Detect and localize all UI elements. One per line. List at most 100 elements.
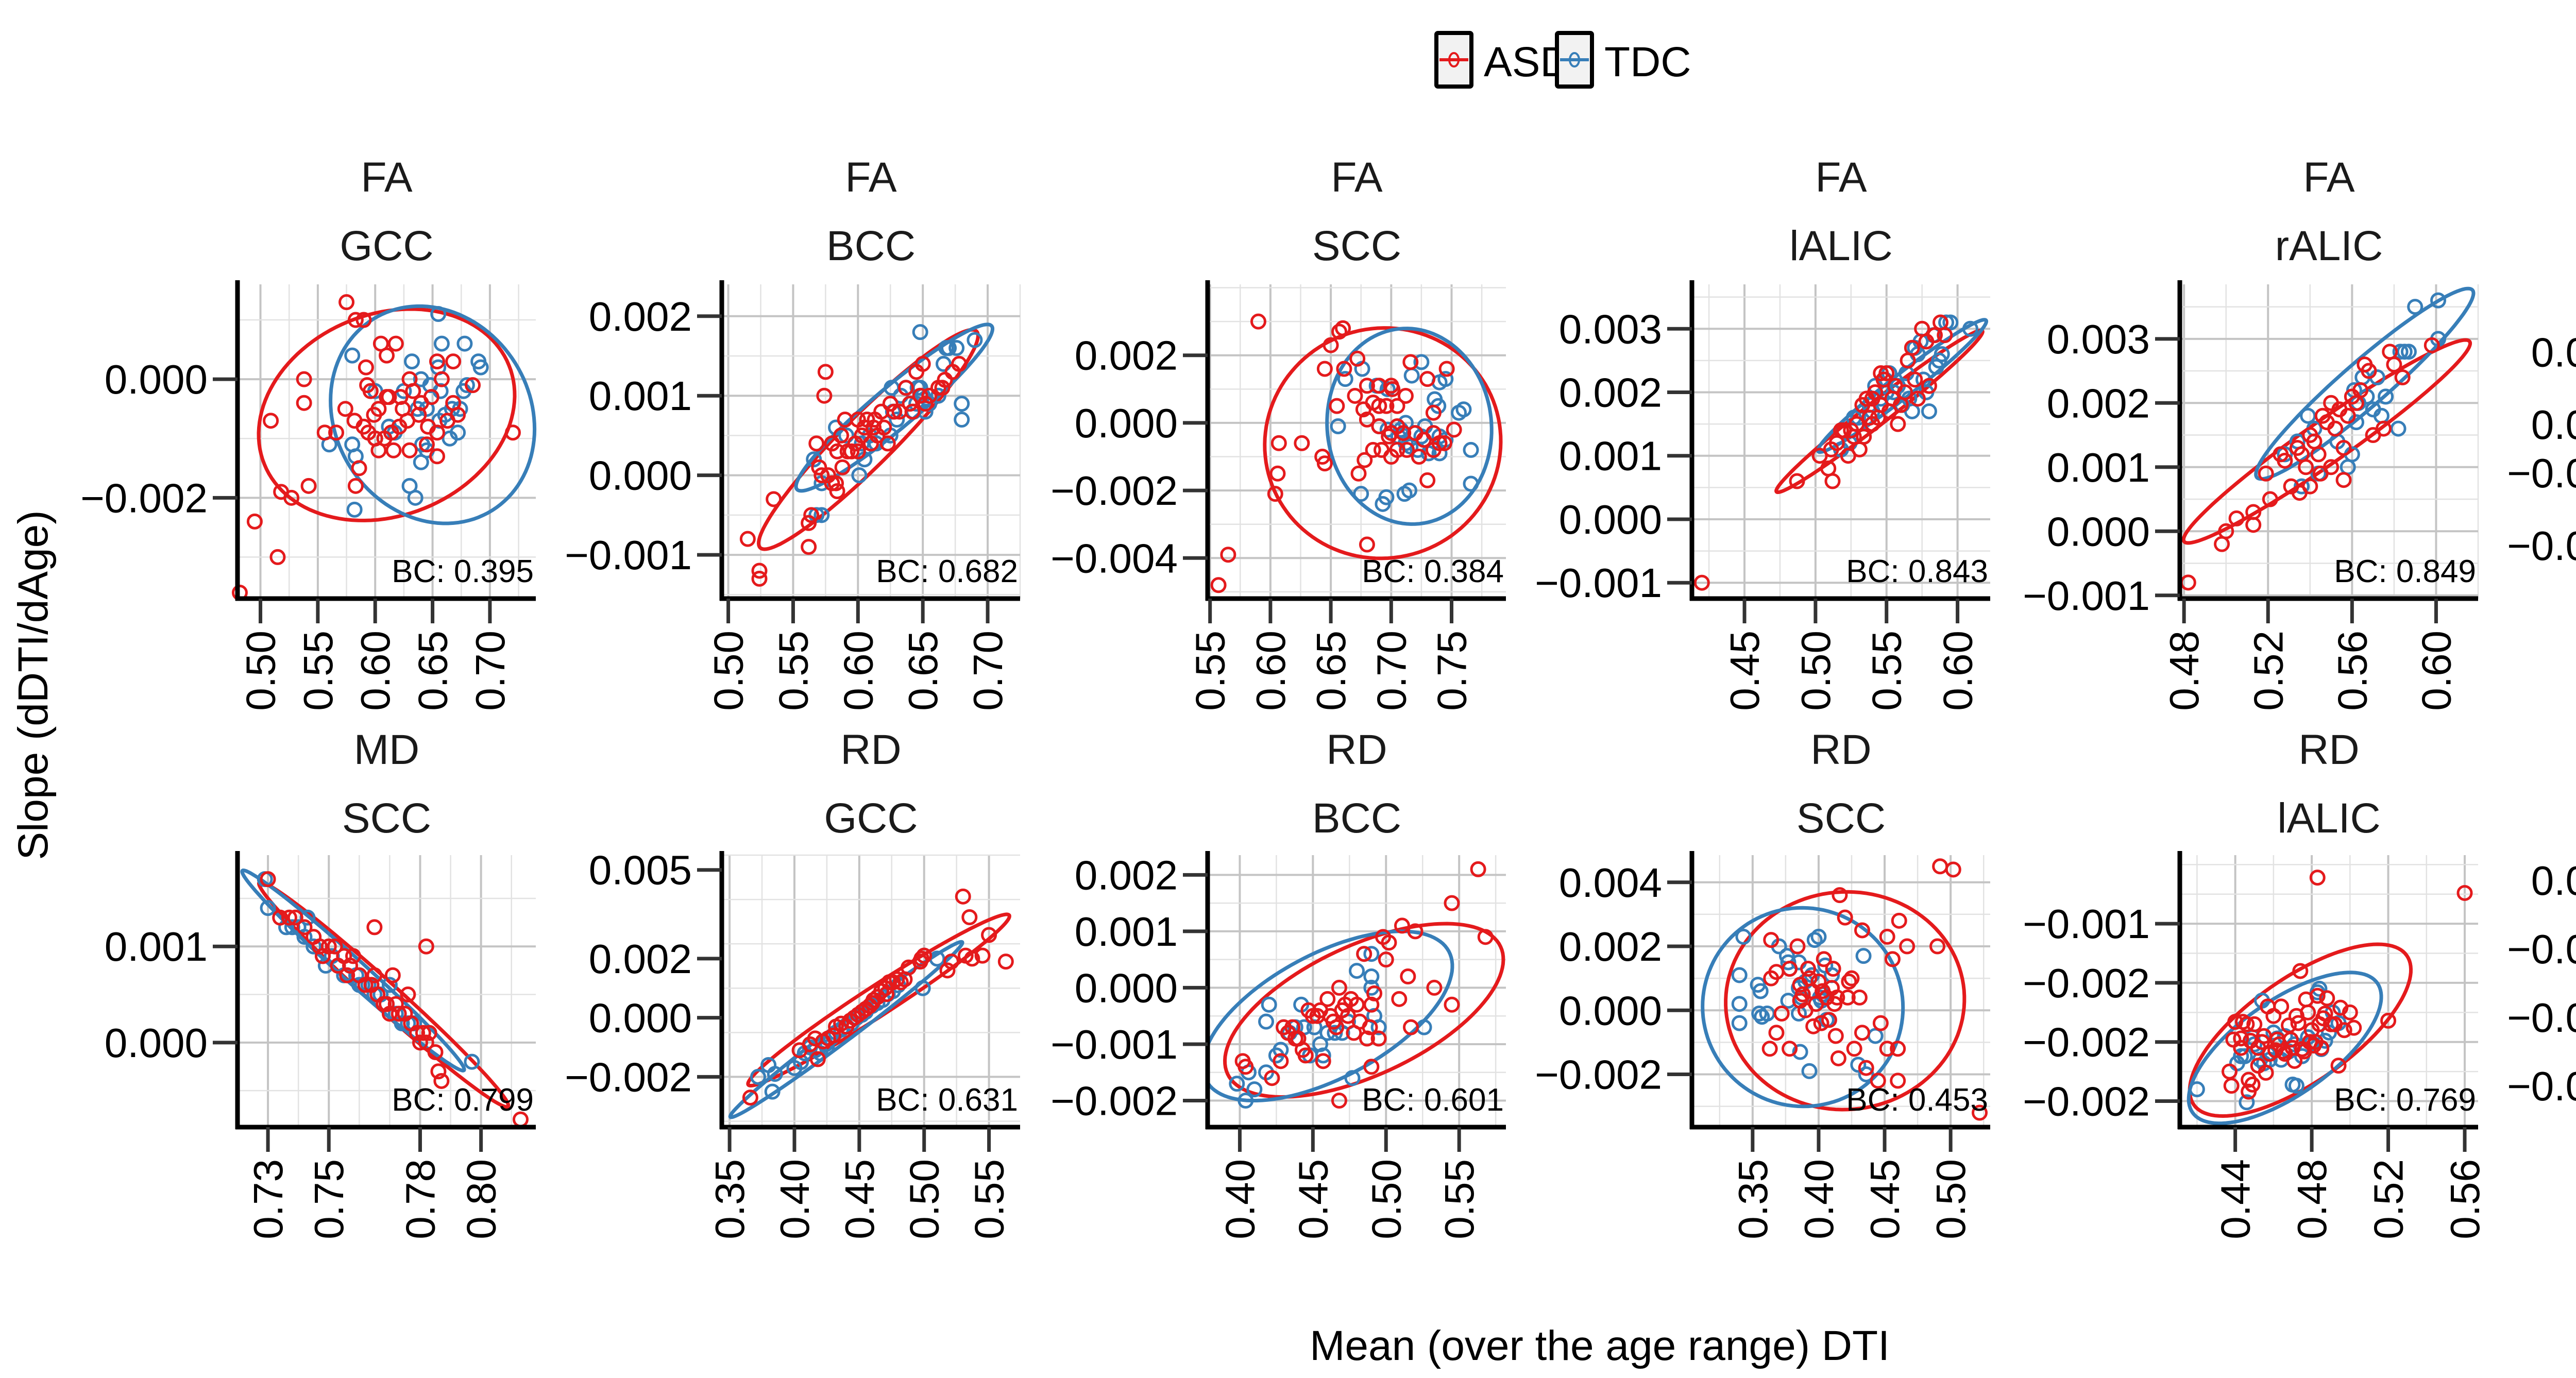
point-asd <box>2336 1022 2352 1039</box>
point-tdc <box>1731 996 1748 1012</box>
point-asd <box>811 459 827 475</box>
point-tdc <box>1752 983 1769 999</box>
point-asd <box>1347 387 1363 404</box>
point-asd <box>281 909 297 926</box>
point-tdc <box>1801 1063 1818 1079</box>
series-tdc <box>1330 354 1479 512</box>
point-asd <box>751 563 768 579</box>
point-asd <box>1782 1041 1798 1057</box>
x-tick-label: 0.78 <box>397 1159 443 1239</box>
point-tdc <box>1858 1066 1874 1083</box>
point-tdc <box>1315 1047 1331 1064</box>
point-tdc <box>1855 948 1872 964</box>
point-asd <box>916 947 933 964</box>
point-asd <box>379 347 395 364</box>
y-tick-label: −0.001 <box>2023 573 2150 619</box>
point-tdc <box>793 1054 809 1070</box>
point-asd <box>1470 861 1486 877</box>
point-asd <box>1220 547 1236 563</box>
point-tdc <box>912 324 928 341</box>
point-asd <box>1399 441 1415 458</box>
y-tick-label: −0.001 <box>2507 926 2576 972</box>
ellipse-tdc <box>794 322 994 493</box>
series-asd <box>2180 337 2440 591</box>
point-asd <box>283 489 300 506</box>
x-tick-label: 0.56 <box>2442 1159 2488 1239</box>
point-asd <box>825 1027 841 1044</box>
point-asd <box>1319 991 1336 1007</box>
x-tick-label: 0.60 <box>835 631 881 711</box>
point-asd <box>1891 912 1907 929</box>
point-asd <box>2386 356 2402 373</box>
legend-item-asd[interactable]: ASD <box>1434 31 1571 89</box>
y-axis-title: Slope (dDTI/dAge) <box>10 510 57 860</box>
point-asd <box>1890 416 1906 432</box>
point-asd <box>1264 1070 1280 1086</box>
point-asd <box>801 515 817 531</box>
point-tdc <box>1810 928 1827 945</box>
point-asd <box>2300 1004 2316 1020</box>
point-asd <box>2244 1076 2261 1093</box>
point-tdc <box>1353 486 1369 502</box>
point-asd <box>366 967 383 983</box>
point-tdc <box>1370 1019 1387 1035</box>
point-tdc <box>1731 967 1748 983</box>
point-asd <box>1371 418 1387 434</box>
ellipse-asd <box>1774 328 1985 495</box>
point-asd <box>2309 870 2326 886</box>
plot-area <box>2187 942 2413 1126</box>
panel-measure-label: FA <box>1331 154 1383 201</box>
point-asd <box>889 971 905 988</box>
point-asd <box>1870 1073 1886 1089</box>
point-asd <box>2310 446 2327 463</box>
point-tdc <box>914 980 931 996</box>
point-asd <box>1371 398 1387 414</box>
series-asd <box>739 355 968 587</box>
point-asd <box>418 938 434 955</box>
x-tick-label: 0.48 <box>2289 1159 2335 1239</box>
point-asd <box>828 475 844 491</box>
x-tick-label: 0.55 <box>295 631 341 711</box>
point-asd <box>2245 517 2262 533</box>
point-asd <box>1824 473 1841 489</box>
y-tick-label: −0.001 <box>1050 1022 1178 1067</box>
series-asd <box>1234 861 1494 1109</box>
point-asd <box>897 380 914 396</box>
point-asd <box>1773 1005 1790 1022</box>
point-asd <box>2298 459 2314 475</box>
point-asd <box>395 401 411 417</box>
point-asd <box>327 938 343 955</box>
y-tick-label: 0.000 <box>2047 508 2150 554</box>
point-asd <box>2258 1064 2274 1081</box>
point-tdc <box>1403 367 1420 384</box>
legend-label-tdc: TDC <box>1604 39 1691 86</box>
point-asd <box>1407 923 1423 940</box>
point-tdc <box>2430 292 2447 309</box>
x-tick-label: 0.75 <box>1429 631 1475 711</box>
series-asd <box>742 888 1014 1106</box>
point-asd <box>921 387 938 404</box>
point-asd <box>951 355 968 372</box>
ellipse-tdc <box>1208 929 1454 1102</box>
point-tdc <box>1229 1076 1245 1092</box>
point-asd <box>1297 1047 1314 1064</box>
point-asd <box>2352 382 2369 398</box>
legend-item-tdc[interactable]: TDC <box>1555 31 1691 89</box>
point-asd <box>337 401 353 417</box>
point-asd <box>1331 324 1348 340</box>
series-asd <box>2222 870 2473 1100</box>
point-tdc <box>381 977 398 993</box>
point-asd <box>269 549 286 565</box>
y-tick-label: 0.005 <box>589 847 692 893</box>
point-asd <box>1391 991 1408 1007</box>
point-asd <box>2456 884 2473 901</box>
point-asd <box>342 958 359 974</box>
point-asd <box>1909 390 1926 407</box>
series-tdc <box>1731 928 1884 1083</box>
point-asd <box>1389 398 1405 414</box>
point-tdc <box>413 454 429 470</box>
point-asd <box>1446 421 1462 438</box>
panel-rd-gcc: RD GCC BC: 0.631 0.005 0.002 0.000 −0.002 0.35 0… <box>565 726 1020 1239</box>
point-asd <box>504 424 521 441</box>
point-asd <box>833 427 850 444</box>
